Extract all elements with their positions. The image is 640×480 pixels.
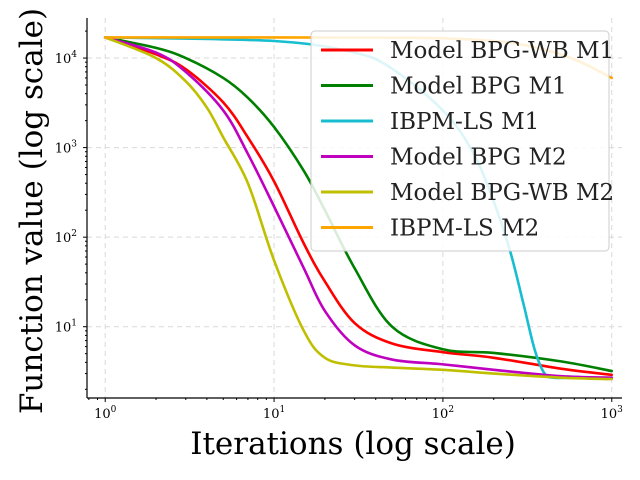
series-line-model-bpg-wb-m2: [103, 36, 614, 381]
legend-label: IBPM-LS M1: [390, 109, 539, 135]
legend-item-model-bpg-m2: Model BPG M2: [321, 145, 567, 171]
ticks-layer: 100 101 102 103 101 102 103 104: [55, 30, 624, 422]
series-line-model-bpg-wb-m1: [103, 36, 614, 377]
x-tick-label: 102: [432, 405, 454, 422]
y-tick-label: 103: [55, 140, 78, 157]
legend-box: [310, 30, 610, 252]
x-tick-label: 101: [263, 405, 285, 422]
y-axis-title: Function value (log scale): [14, 8, 50, 414]
x-axis-title: Iterations (log scale): [190, 426, 516, 462]
legend-label: Model BPG-WB M1: [390, 38, 614, 64]
x-tick-label: 103: [601, 405, 624, 422]
legend-label: Model BPG M2: [390, 145, 567, 171]
series-line-model-bpg-m2: [103, 36, 614, 379]
x-tick-label: 100: [94, 405, 117, 422]
legend-item-ibpm-ls-m2: IBPM-LS M2: [321, 216, 539, 242]
legend-label: IBPM-LS M2: [390, 216, 539, 242]
legend-item-model-bpg-wb-m1: Model BPG-WB M1: [321, 38, 614, 64]
legend-label: Model BPG M1: [390, 74, 567, 100]
legend-item-model-bpg-wb-m2: Model BPG-WB M2: [321, 180, 614, 206]
y-tick-label: 104: [55, 50, 78, 67]
legend-item-ibpm-ls-m1: IBPM-LS M1: [321, 109, 539, 135]
legend-item-model-bpg-m1: Model BPG M1: [321, 74, 567, 100]
y-tick-label: 102: [55, 229, 77, 246]
legend-label: Model BPG-WB M2: [390, 180, 614, 206]
legend: Model BPG-WB M1 Model BPG M1 IBPM-LS M1 Mod…: [310, 30, 614, 252]
y-tick-label: 101: [55, 319, 77, 336]
